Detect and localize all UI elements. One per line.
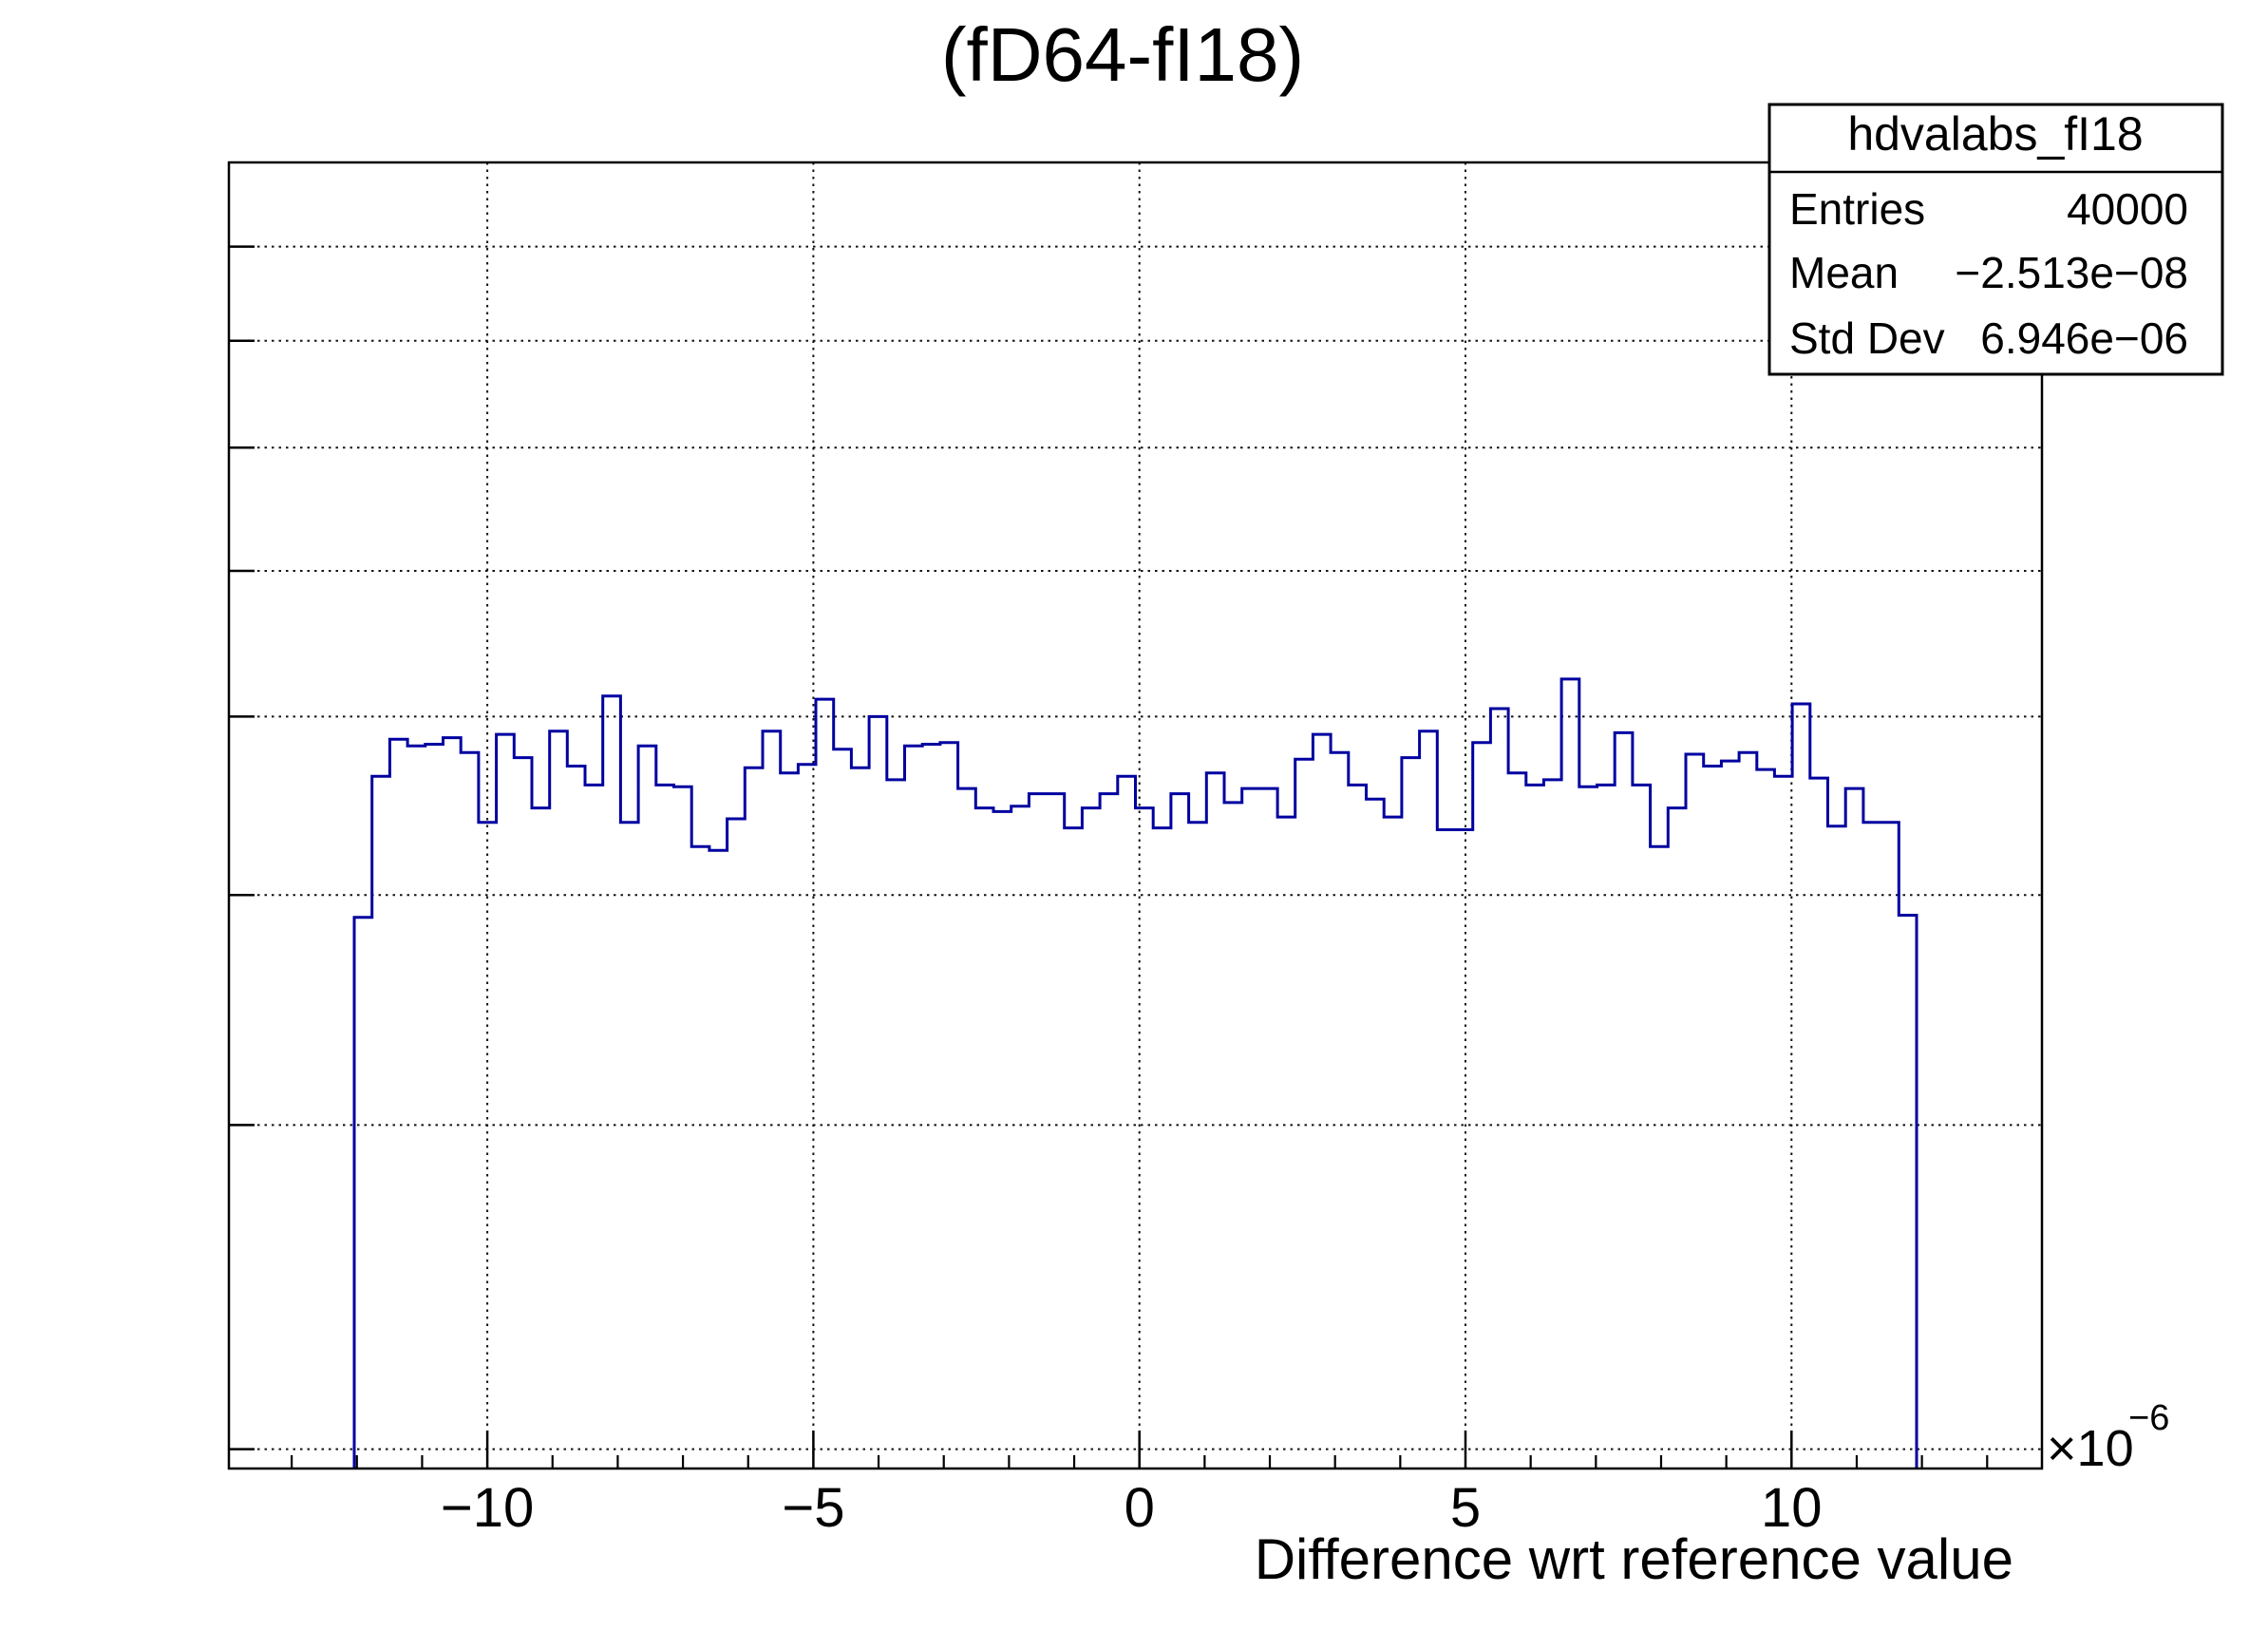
x-tick-label: −10	[441, 1477, 534, 1539]
stats-stddev-value: 6.946e−06	[1980, 313, 2188, 363]
x-tick-label: −5	[782, 1477, 844, 1539]
x-axis-multiplier-exponent: −6	[2128, 1398, 2169, 1438]
stats-mean-value: −2.513e−08	[1955, 248, 2188, 297]
axis-tick-layer	[229, 245, 1989, 1469]
stats-entries-label: Entries	[1789, 184, 1925, 234]
plot-frame	[227, 161, 2044, 1470]
stats-mean-label: Mean	[1789, 248, 1899, 297]
x-axis-title: Difference wrt reference value	[1255, 1527, 2013, 1591]
x-tick-label: 5	[1450, 1477, 1481, 1539]
x-tick-label-layer: −10 −5 0 5 10	[441, 1477, 1823, 1539]
x-axis-multiplier-base: ×10	[2047, 1420, 2134, 1477]
stats-entries-value: 40000	[2067, 184, 2188, 234]
grid-layer	[229, 162, 2042, 1469]
stats-box-title: hdvalabs_fI18	[1847, 107, 2143, 161]
x-tick-label: 0	[1125, 1477, 1155, 1539]
stats-box-frame	[1767, 103, 2224, 376]
histogram-line	[352, 677, 1918, 1469]
x-tick-label: 10	[1761, 1477, 1823, 1539]
stats-stddev-label: Std Dev	[1789, 313, 1945, 363]
stats-box: hdvalabs_fI18 Entries 40000 Mean −2.513e…	[1767, 103, 2224, 376]
plot-title: (fD64-fI18)	[941, 12, 1304, 97]
